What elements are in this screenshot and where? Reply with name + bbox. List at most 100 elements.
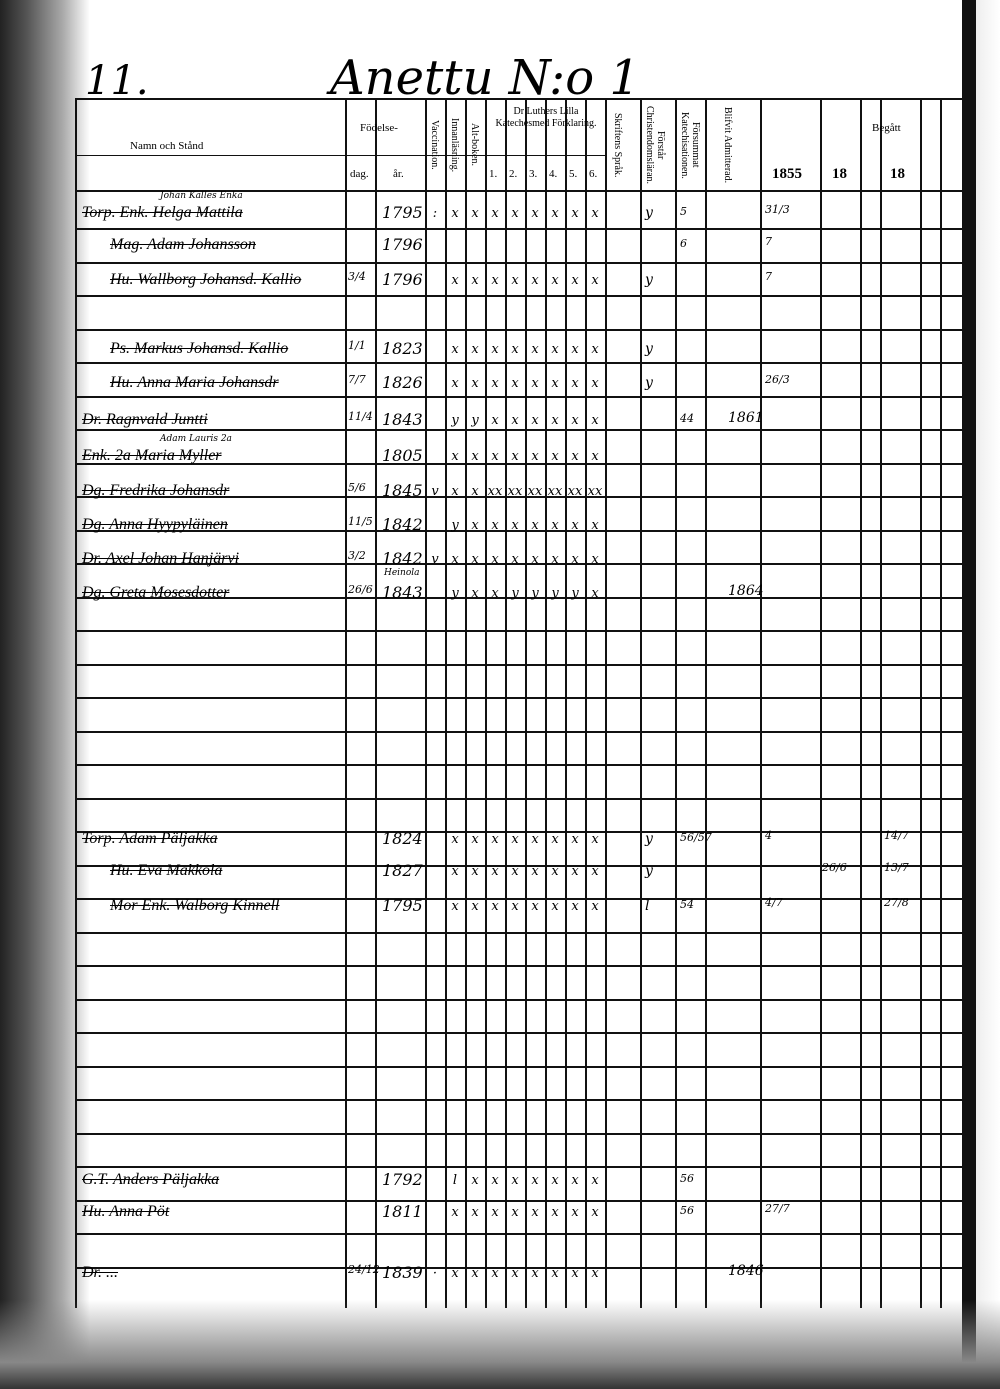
header-day: dag. (350, 168, 369, 180)
entry-mark: x (591, 832, 599, 847)
entry-mark: x (451, 1266, 459, 1281)
header-year: år. (393, 168, 404, 180)
entry-mark: x (531, 273, 539, 288)
column-rule (920, 98, 922, 1308)
column-rule (880, 98, 882, 1308)
row-rule (75, 932, 965, 934)
entry-scripture: y (645, 831, 653, 847)
header-communion: Begått (872, 122, 901, 134)
column-rule (545, 98, 547, 1308)
entry-mark: x (571, 1266, 579, 1281)
entry-name: Torp. Enk. Helga Mattila (82, 204, 243, 221)
header-reading: Innanläsning. (449, 117, 460, 173)
entry-mark: x (571, 342, 579, 357)
entry-mark: x (451, 552, 459, 567)
entry-mark: x (491, 1205, 499, 1220)
entry-birth-day: 1/1 (348, 339, 366, 352)
entry-mark: x (471, 832, 479, 847)
entry-missed: 56 (680, 1172, 694, 1185)
entry-mark: x (511, 1266, 519, 1281)
entry-mark: x (491, 342, 499, 357)
entry-birth-year: 1843 (382, 410, 423, 429)
entry-communion-1: 7 (765, 235, 772, 248)
entry-birth-year: 1792 (382, 1170, 423, 1189)
entry-mark: x (551, 552, 559, 567)
entry-mark: x (471, 376, 479, 391)
entry-mark: x (511, 342, 519, 357)
entry-mark: v (431, 484, 439, 499)
entry-mark: x (471, 273, 479, 288)
row-rule (75, 1233, 965, 1235)
entry-mark: y (571, 586, 579, 601)
entry-mark: x (591, 864, 599, 879)
entry-mark: x (491, 552, 499, 567)
entry-mark: x (471, 206, 479, 221)
column-rule (760, 98, 762, 1308)
communion-year-2: 18 (832, 166, 847, 182)
row-rule (75, 1200, 965, 1202)
entry-mark: x (491, 1173, 499, 1188)
entry-mark: x (491, 273, 499, 288)
entry-mark: x (491, 206, 499, 221)
entry-mark: x (451, 342, 459, 357)
entry-mark: · (432, 1266, 438, 1281)
column-rule (375, 98, 377, 1308)
entry-mark: x (531, 864, 539, 879)
catechism-part-2: 2. (509, 168, 518, 180)
entry-mark: x (491, 832, 499, 847)
row-rule (75, 429, 965, 431)
entry-birth-place: Heinola (384, 568, 420, 578)
entry-mark: x (551, 206, 559, 221)
entry-mark: x (511, 552, 519, 567)
column-rule (505, 98, 507, 1308)
entry-note: Johan Kalles Enka (160, 191, 243, 201)
entry-mark: x (531, 518, 539, 533)
entry-mark: x (591, 376, 599, 391)
entry-communion-1: 27/7 (765, 1202, 790, 1215)
row-rule (75, 798, 965, 800)
entry-mark: x (571, 552, 579, 567)
entry-birth-day: 7/7 (348, 373, 366, 386)
row-rule (75, 630, 965, 632)
entry-mark: : (432, 206, 438, 221)
column-rule (485, 98, 487, 1308)
entry-communion-1: 4/7 (765, 896, 783, 909)
entry-birth-day: 26/6 (348, 583, 373, 596)
entry-mark: y (451, 586, 459, 601)
entry-mark: x (451, 273, 459, 288)
column-rule (640, 98, 642, 1308)
entry-mark: x (531, 206, 539, 221)
row-rule (75, 295, 965, 297)
header-alt-book: Alt-boken. (469, 123, 480, 167)
row-rule (75, 228, 965, 230)
row-rule (75, 831, 965, 833)
column-rule (585, 98, 587, 1308)
entry-mark: x (511, 206, 519, 221)
row-rule (75, 563, 965, 565)
entry-mark: x (551, 342, 559, 357)
entry-mark: x (551, 413, 559, 428)
entry-mark: x (471, 342, 479, 357)
entry-mark: x (471, 484, 479, 499)
entry-mark: x (451, 376, 459, 391)
entry-missed: 6 (680, 237, 687, 250)
entry-mark: x (471, 586, 479, 601)
catechism-part-1: 1. (489, 168, 498, 180)
row-rule (75, 496, 965, 498)
entry-mark: x (591, 273, 599, 288)
entry-mark: x (591, 586, 599, 601)
entry-mark: x (471, 518, 479, 533)
entry-mark: x (571, 413, 579, 428)
entry-mark: xx (507, 484, 523, 499)
row-rule (75, 764, 965, 766)
header-admitted: Blifvit Admitterad. (722, 106, 733, 184)
entry-mark: x (551, 518, 559, 533)
entry-mark: x (531, 899, 539, 914)
entry-birth-day: 3/4 (348, 270, 366, 283)
entry-mark: y (511, 586, 519, 601)
entry-birth-year: 1842 (382, 549, 423, 568)
entry-mark: x (551, 1173, 559, 1188)
entry-mark: x (471, 552, 479, 567)
entry-name: Mag. Adam Johansson (110, 236, 256, 253)
row-rule (75, 463, 965, 465)
